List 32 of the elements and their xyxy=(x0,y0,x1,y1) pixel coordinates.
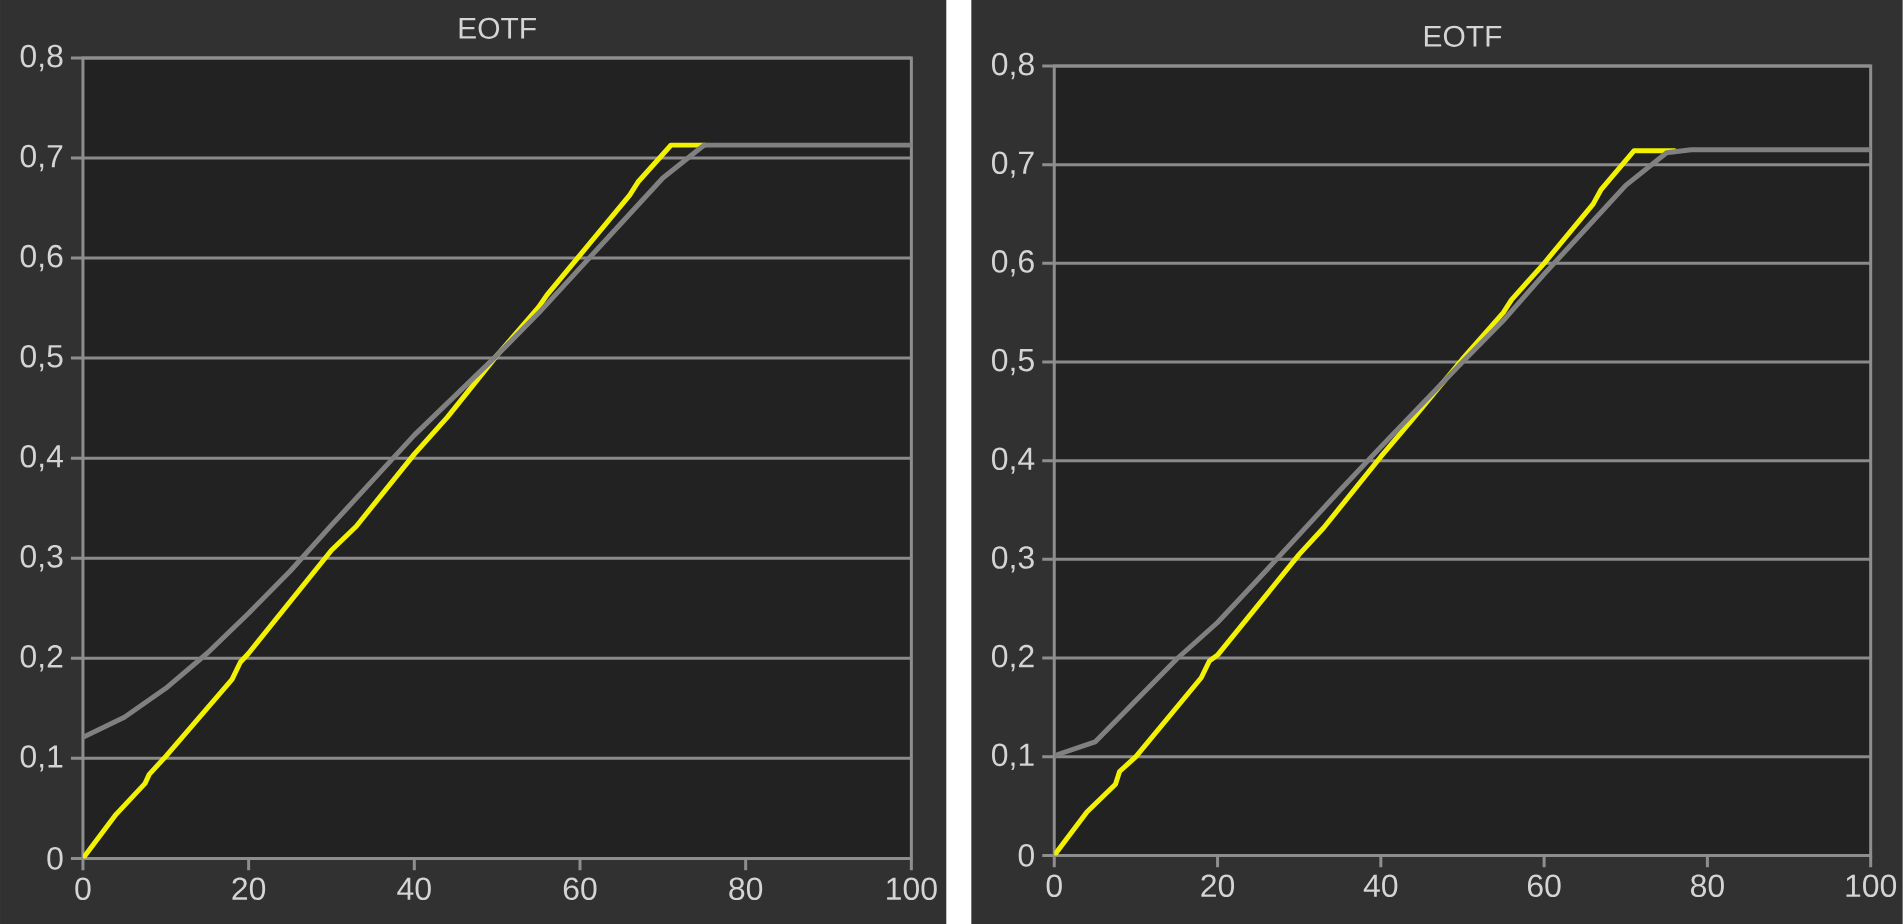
y-tick-label: 0,7 xyxy=(20,144,63,172)
x-tick-label: 100 xyxy=(1846,874,1897,897)
x-tick-label: 60 xyxy=(563,877,597,900)
x-tick-label: 0 xyxy=(75,877,91,900)
y-tick-label: 0,1 xyxy=(992,743,1034,770)
x-tick-label: 40 xyxy=(1363,874,1398,897)
y-tick-label: 0 xyxy=(1018,843,1034,867)
y-tick-label: 0,7 xyxy=(992,151,1034,178)
x-tick-label: 40 xyxy=(397,877,431,900)
y-tick-label: 0,3 xyxy=(20,544,63,572)
y-tick-label: 0,2 xyxy=(992,644,1034,672)
y-tick-label: 0,8 xyxy=(992,52,1034,79)
x-tick-label: 80 xyxy=(729,877,763,900)
y-tick-label: 0,4 xyxy=(20,444,63,472)
y-tick-label: 0,6 xyxy=(20,244,63,272)
y-tick-label: 0,4 xyxy=(992,447,1035,474)
x-tick-label: 80 xyxy=(1690,874,1724,897)
y-tick-label: 0,1 xyxy=(20,744,63,772)
y-tick-label: 0,3 xyxy=(992,545,1034,573)
chart-title: EOTF xyxy=(459,17,536,39)
y-tick-label: 0,6 xyxy=(992,249,1034,277)
x-tick-label: 20 xyxy=(232,877,266,900)
x-tick-label: 0 xyxy=(1046,874,1062,897)
y-tick-label: 0,8 xyxy=(20,44,63,71)
x-tick-label: 100 xyxy=(887,877,937,900)
chart-title: EOTF xyxy=(1424,25,1502,47)
x-tick-label: 60 xyxy=(1527,874,1561,897)
y-tick-label: 0,2 xyxy=(20,644,63,672)
x-tick-label: 20 xyxy=(1201,874,1235,897)
y-tick-label: 0,5 xyxy=(992,348,1034,376)
y-tick-label: 0,5 xyxy=(20,344,63,372)
y-tick-label: 0 xyxy=(47,846,63,870)
